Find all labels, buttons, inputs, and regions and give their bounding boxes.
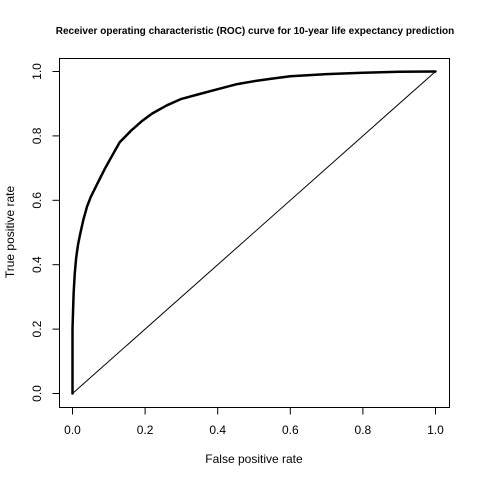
y-tick-label: 0.2: [30, 320, 44, 337]
x-tick-label: 0.6: [282, 423, 299, 437]
diagonal-reference-line: [72, 71, 436, 394]
y-axis-label: True positive rate: [3, 186, 17, 279]
plot-frame: [59, 58, 450, 408]
y-tick-label: 0.0: [30, 385, 44, 402]
x-tick-label: 0.2: [137, 423, 154, 437]
x-tick-label: 1.0: [427, 423, 444, 437]
roc-curve-line: [71, 70, 437, 395]
x-axis-label: False positive rate: [205, 452, 303, 466]
x-tick-label: 0.4: [209, 423, 226, 437]
y-tick-label: 1.0: [30, 63, 44, 80]
y-tick-label: 0.8: [30, 127, 44, 144]
y-tick-label: 0.6: [30, 192, 44, 209]
x-tick-label: 0.8: [355, 423, 372, 437]
y-tick-label: 0.4: [30, 256, 44, 273]
x-tick-label: 0.0: [64, 423, 81, 437]
chart-title: Receiver operating characteristic (ROC) …: [56, 26, 455, 37]
